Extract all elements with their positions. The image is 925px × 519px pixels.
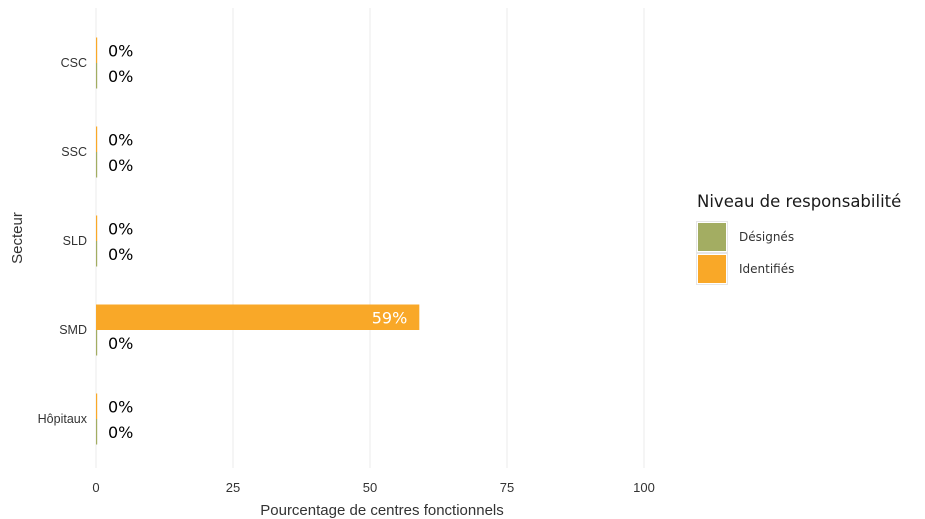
y-tick-label-CSC: CSC (61, 56, 87, 70)
data-label-Désignés-CSC: 0% (108, 67, 133, 86)
legend-swatch-designes (696, 221, 728, 253)
bar-Identifiés-CSC (96, 37, 98, 63)
legend: Niveau de responsabilité Désignés Identi… (696, 192, 902, 285)
x-tick-label-50: 50 (363, 480, 377, 495)
data-label-Identifiés-SLD: 0% (108, 219, 133, 238)
data-label-Identifiés-Hôpitaux: 0% (108, 397, 133, 416)
bar-Identifiés-Hôpitaux (96, 393, 98, 419)
bar-Désignés-SSC (96, 152, 98, 178)
bar-Désignés-Hôpitaux (96, 419, 98, 445)
data-label-Désignés-SSC: 0% (108, 156, 133, 175)
data-label-Identifiés-CSC: 0% (108, 41, 133, 60)
legend-swatch-identifies (696, 253, 728, 285)
data-label-Désignés-Hôpitaux: 0% (108, 423, 133, 442)
bar-Désignés-SLD (96, 241, 98, 267)
bar-Identifiés-SSC (96, 126, 98, 152)
legend-label-designes: Désignés (739, 230, 795, 244)
data-label-Identifiés-SMD: 59% (372, 308, 408, 327)
y-tick-label-SSC: SSC (61, 145, 87, 159)
x-tick-label-75: 75 (500, 480, 514, 495)
bar-Désignés-CSC (96, 63, 98, 89)
x-tick-label-25: 25 (226, 480, 240, 495)
y-tick-label-Hôpitaux: Hôpitaux (38, 412, 88, 426)
data-label-Identifiés-SSC: 0% (108, 130, 133, 149)
legend-label-identifies: Identifiés (739, 262, 795, 276)
bar-Identifiés-SMD (96, 304, 420, 330)
x-axis-title: Pourcentage de centres fonctionnels (260, 502, 504, 519)
x-tick-label-100: 100 (633, 480, 655, 495)
data-label-Désignés-SLD: 0% (108, 245, 133, 264)
bar-Identifiés-SLD (96, 215, 98, 241)
y-axis-title: Secteur (9, 212, 26, 264)
y-tick-label-SMD: SMD (59, 323, 87, 337)
y-tick-label-SLD: SLD (63, 234, 87, 248)
legend-title: Niveau de responsabilité (697, 192, 902, 211)
legend-item-designes: Désignés (696, 221, 901, 253)
x-tick-label-0: 0 (92, 480, 99, 495)
data-label-Désignés-SMD: 0% (108, 334, 133, 353)
bar-Désignés-SMD (96, 330, 98, 356)
legend-item-identifies: Identifiés (696, 253, 901, 285)
